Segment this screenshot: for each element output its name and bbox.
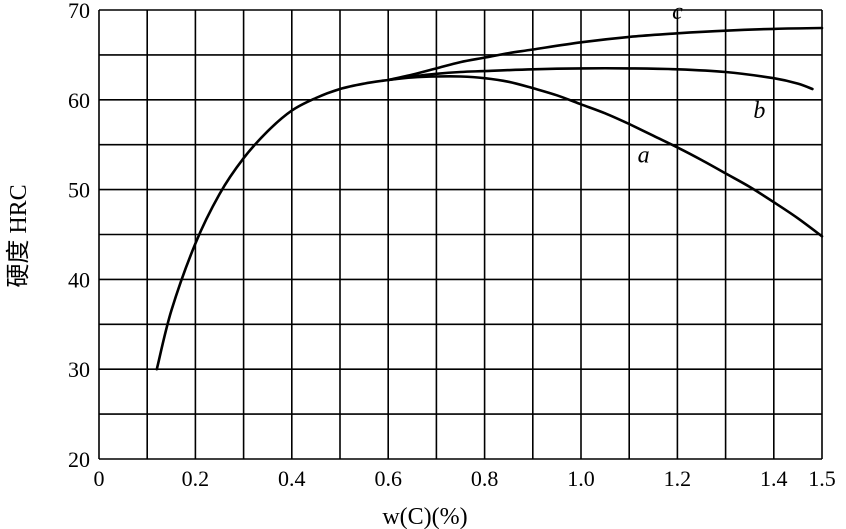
curves (155, 26, 824, 371)
y-axis-label: 硬度 HRC (5, 184, 32, 287)
y-tick-label: 70 (68, 0, 90, 23)
series-line-c (386, 26, 824, 82)
grid (98, 9, 823, 460)
x-tick-label: 1.0 (567, 466, 595, 491)
y-tick-label: 40 (68, 267, 90, 292)
x-tick-label: 0.6 (374, 466, 402, 491)
series-label-c: c (672, 0, 683, 25)
x-axis-label: w(C)(%) (382, 504, 467, 529)
x-tick-labels: 0 0.2 0.4 0.6 0.8 1.0 1.2 1.4 1.5 (94, 466, 836, 491)
x-tick-label: 1.4 (760, 466, 788, 491)
series-line-b (386, 66, 814, 91)
series-label-a: a (638, 143, 650, 169)
y-tick-label: 20 (68, 447, 90, 472)
y-tick-label: 30 (68, 357, 90, 382)
y-tick-label: 60 (68, 88, 90, 113)
x-tick-label: 0.4 (278, 466, 306, 491)
series-label-b: b (753, 98, 765, 124)
series-labels: a b c (638, 0, 766, 169)
y-tick-labels: 20 30 40 50 60 70 (68, 0, 90, 472)
x-tick-label: 0.8 (471, 466, 499, 491)
x-tick-label: 0.2 (182, 466, 210, 491)
x-tick-label: 0 (94, 466, 105, 491)
y-tick-label: 50 (68, 178, 90, 203)
x-tick-label: 1.5 (808, 466, 836, 491)
x-tick-label: 1.2 (664, 466, 692, 491)
series-line-a (155, 75, 824, 371)
